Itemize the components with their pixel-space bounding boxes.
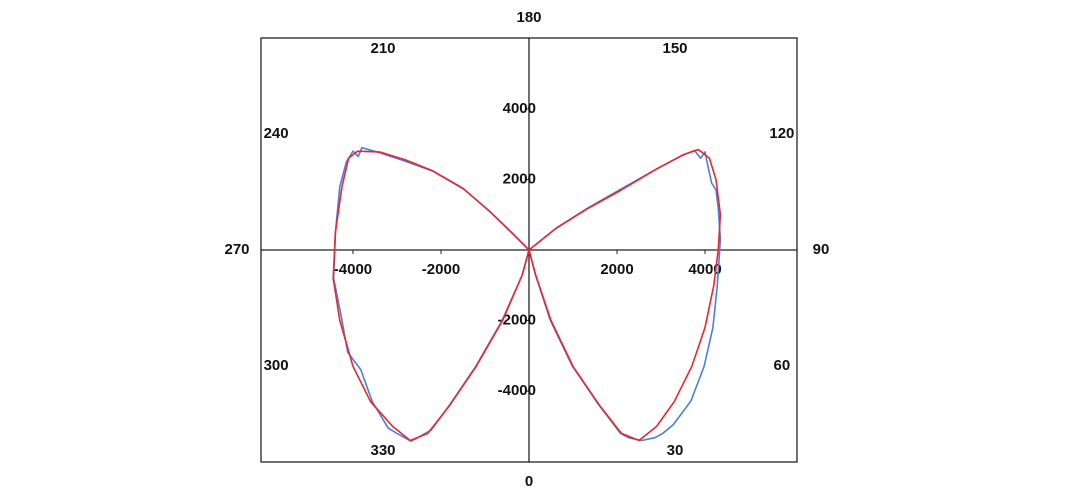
y-tick-label: -2000 <box>498 312 536 329</box>
x-tick-label: -4000 <box>334 261 372 278</box>
angle-label: 120 <box>769 125 794 142</box>
data-line <box>332 148 722 442</box>
angle-label: 300 <box>264 357 289 374</box>
angle-label: 330 <box>370 442 395 459</box>
angle-label: 30 <box>667 442 684 459</box>
y-tick-label: 2000 <box>503 170 536 187</box>
angle-label: 0 <box>525 473 533 490</box>
angle-label: 270 <box>224 241 249 258</box>
angle-label: 150 <box>662 40 687 57</box>
angle-label: 210 <box>370 40 395 57</box>
x-tick-label: -2000 <box>422 261 460 278</box>
angle-label: 90 <box>813 241 830 258</box>
angle-label: 240 <box>264 125 289 142</box>
angle-label: 180 <box>516 9 541 26</box>
angle-label: 60 <box>774 357 791 374</box>
x-tick-label: 2000 <box>600 261 633 278</box>
x-tick-label: 4000 <box>688 261 721 278</box>
y-tick-label: -4000 <box>498 382 536 399</box>
y-tick-label: 4000 <box>503 100 536 117</box>
